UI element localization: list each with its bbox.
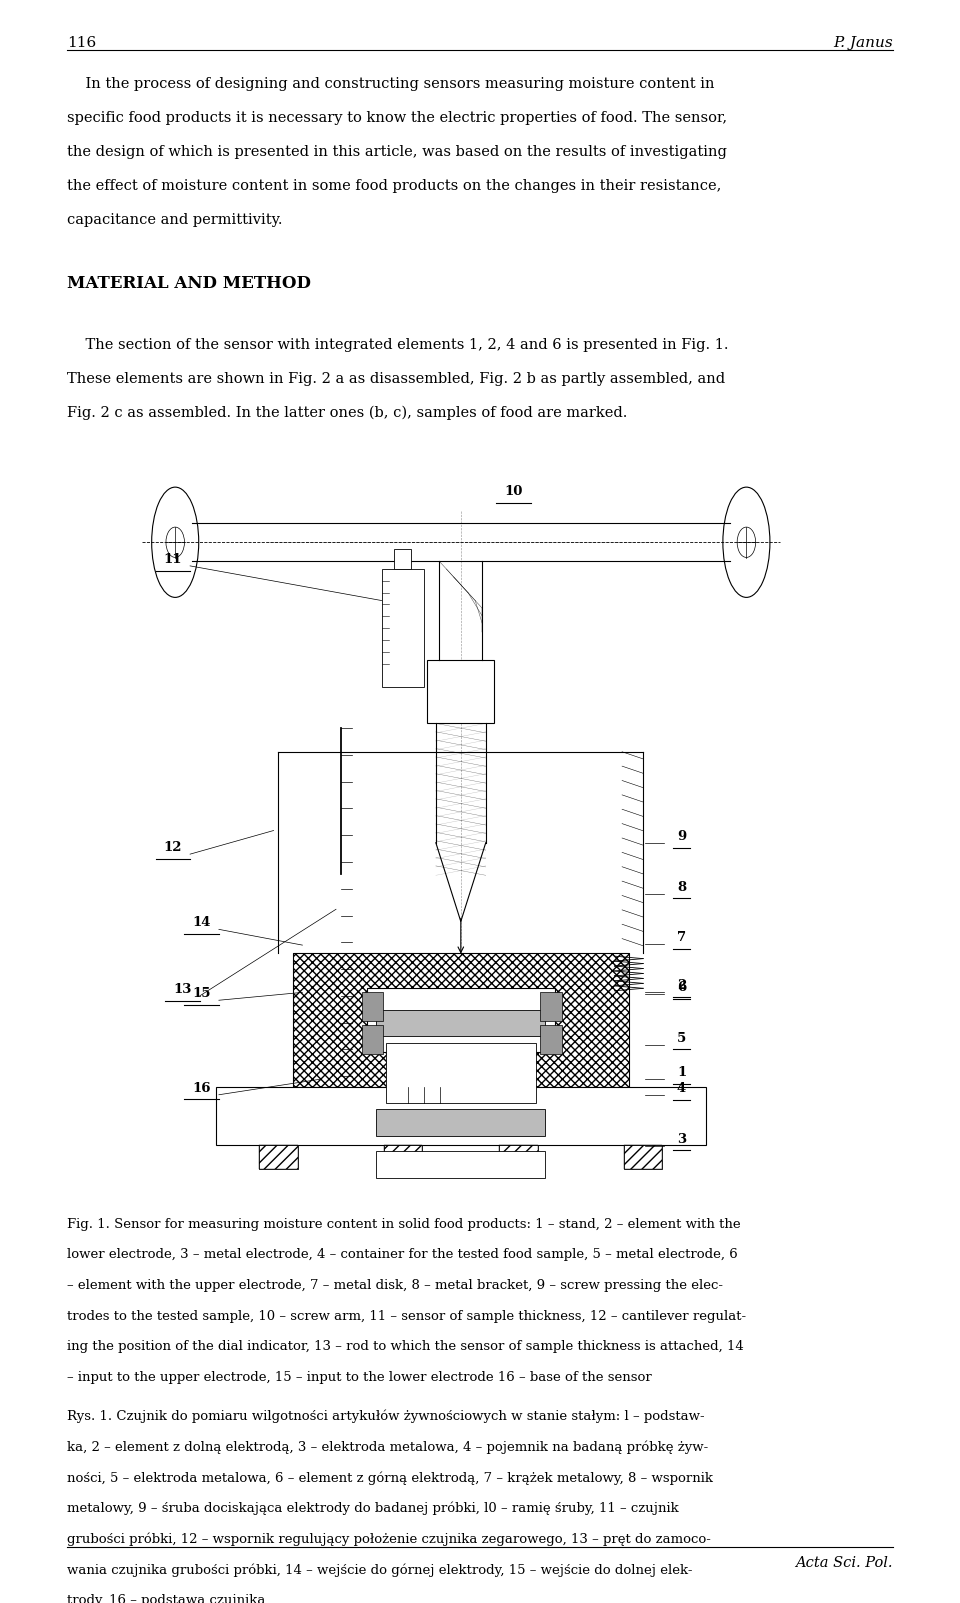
Text: These elements are shown in Fig. 2 a as disassembled, Fig. 2 b as partly assembl: These elements are shown in Fig. 2 a as … [67, 372, 726, 386]
Text: The section of the sensor with integrated elements 1, 2, 4 and 6 is presented in: The section of the sensor with integrate… [67, 338, 729, 353]
Text: ka, 2 – element z dolną elektrodą, 3 – elektroda metalowa, 4 – pojemnik na badan: ka, 2 – element z dolną elektrodą, 3 – e… [67, 1441, 708, 1454]
Text: trodes to the tested sample, 10 – screw arm, 11 – sensor of sample thickness, 12: trodes to the tested sample, 10 – screw … [67, 1310, 746, 1322]
Bar [624, 1145, 662, 1169]
Text: 5: 5 [677, 1032, 686, 1045]
Text: grubości próbki, 12 – wspornik regulujący położenie czujnika zegarowego, 13 – pr: grubości próbki, 12 – wspornik regulując… [67, 1532, 711, 1547]
Text: MATERIAL AND METHOD: MATERIAL AND METHOD [67, 274, 311, 292]
Text: P. Janus: P. Janus [833, 37, 893, 50]
Text: the design of which is presented in this article, was based on the results of in: the design of which is presented in this… [67, 144, 727, 159]
Bar [427, 660, 494, 723]
Bar [386, 1044, 536, 1103]
Text: ing the position of the dial indicator, 13 – rod to which the sensor of sample t: ing the position of the dial indicator, … [67, 1340, 744, 1353]
Text: Fig. 1. Sensor for measuring moisture content in solid food products: 1 – stand,: Fig. 1. Sensor for measuring moisture co… [67, 1218, 741, 1231]
Bar [624, 1145, 662, 1169]
Text: 4: 4 [677, 1082, 686, 1095]
Bar [362, 1026, 383, 1053]
Bar [376, 1109, 545, 1135]
Text: 16: 16 [192, 1082, 211, 1095]
Text: metalowy, 9 – śruba dociskająca elektrody do badanej próbki, l0 – ramię śruby, 1: metalowy, 9 – śruba dociskająca elektrod… [67, 1502, 679, 1515]
Text: ności, 5 – elektroda metalowa, 6 – element z górną elektrodą, 7 – krążek metalow: ności, 5 – elektroda metalowa, 6 – eleme… [67, 1472, 713, 1484]
Bar [216, 1087, 706, 1145]
Text: 7: 7 [677, 931, 686, 944]
Bar [381, 569, 423, 688]
Text: capacitance and permittivity.: capacitance and permittivity. [67, 213, 282, 226]
Bar [384, 1145, 422, 1169]
Bar [376, 1010, 545, 1037]
Bar [259, 1145, 298, 1169]
Text: specific food products it is necessary to know the electric properties of food. : specific food products it is necessary t… [67, 111, 728, 125]
Text: 13: 13 [173, 983, 192, 995]
Bar [376, 1151, 545, 1178]
Bar [293, 954, 629, 1087]
Text: 12: 12 [163, 842, 182, 854]
Bar [540, 992, 562, 1021]
Bar [384, 1145, 422, 1169]
Text: 8: 8 [677, 880, 686, 893]
Text: 14: 14 [192, 917, 211, 930]
Bar [259, 1145, 298, 1169]
Text: trody, 16 – podstawa czujnika: trody, 16 – podstawa czujnika [67, 1593, 266, 1603]
Text: lower electrode, 3 – metal electrode, 4 – container for the tested food sample, : lower electrode, 3 – metal electrode, 4 … [67, 1249, 738, 1262]
Text: – input to the upper electrode, 15 – input to the lower electrode 16 – base of t: – input to the upper electrode, 15 – inp… [67, 1371, 652, 1385]
Bar [499, 1145, 538, 1169]
Bar [499, 1145, 538, 1169]
Text: Fig. 2 c as assembled. In the latter ones (b, c), samples of food are marked.: Fig. 2 c as assembled. In the latter one… [67, 406, 628, 420]
Text: 10: 10 [504, 486, 523, 499]
Bar [293, 954, 629, 1087]
Text: Acta Sci. Pol.: Acta Sci. Pol. [795, 1557, 893, 1571]
Text: 1: 1 [677, 1066, 686, 1079]
Text: 9: 9 [677, 830, 686, 843]
Bar [540, 1026, 562, 1053]
Bar [394, 548, 411, 569]
Bar [367, 987, 555, 1052]
Text: Rys. 1. Czujnik do pomiaru wilgotności artykułów żywnościowych w stanie stałym: : Rys. 1. Czujnik do pomiaru wilgotności a… [67, 1409, 705, 1423]
Text: – element with the upper electrode, 7 – metal disk, 8 – metal bracket, 9 – screw: – element with the upper electrode, 7 – … [67, 1279, 723, 1292]
Text: 3: 3 [677, 1133, 686, 1146]
Text: the effect of moisture content in some food products on the changes in their res: the effect of moisture content in some f… [67, 180, 722, 192]
Text: 2: 2 [677, 979, 686, 992]
Text: 116: 116 [67, 37, 96, 50]
Bar [362, 992, 383, 1021]
Text: 15: 15 [192, 987, 211, 1000]
Text: 6: 6 [677, 981, 686, 994]
Text: In the process of designing and constructing sensors measuring moisture content : In the process of designing and construc… [67, 77, 714, 91]
Text: 11: 11 [163, 553, 182, 566]
Text: wania czujnika grubości próbki, 14 – wejście do górnej elektrody, 15 – wejście d: wania czujnika grubości próbki, 14 – wej… [67, 1563, 693, 1577]
